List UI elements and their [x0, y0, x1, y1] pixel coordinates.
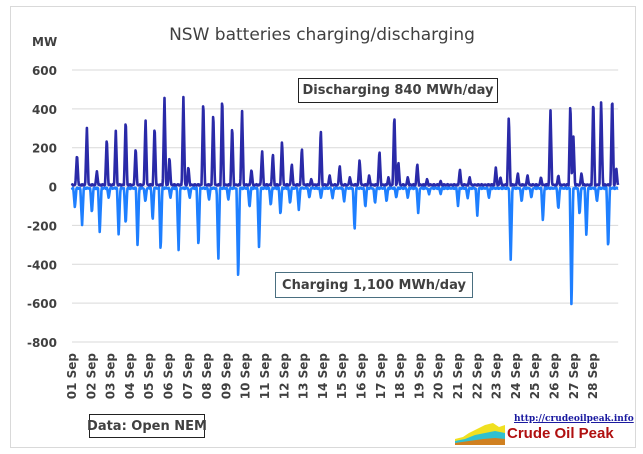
logo-name: Crude Oil Peak — [507, 425, 614, 442]
discharging-series-line — [70, 95, 620, 187]
x-tick-label: 13 Sep — [297, 353, 311, 400]
y-axis-label: MW — [32, 35, 57, 49]
x-tick-label: 20 Sep — [432, 353, 446, 400]
x-tick-label: 24 Sep — [509, 353, 523, 400]
logo-url-link[interactable]: http://crudeoilpeak.info — [514, 414, 634, 424]
x-tick-label: 07 Sep — [181, 353, 195, 400]
y-tick-label: 0 — [49, 181, 57, 195]
x-tick-label: 25 Sep — [528, 353, 542, 400]
y-tick-label: -200 — [27, 219, 57, 233]
x-tick-label: 22 Sep — [470, 353, 484, 400]
x-tick-label: 09 Sep — [219, 353, 233, 400]
discharging-annotation: Discharging 840 MWh/day — [298, 78, 498, 103]
y-tick-label: -400 — [27, 258, 57, 272]
chart-title: NSW batteries charging/discharging — [169, 25, 475, 45]
x-tick-label: 19 Sep — [412, 353, 426, 400]
x-tick-label: 15 Sep — [335, 353, 349, 400]
y-tick-label: -800 — [27, 336, 57, 350]
x-tick-label: 05 Sep — [142, 353, 156, 400]
crude-oil-peak-logo — [455, 423, 505, 445]
charging-annotation: Charging 1,100 MWh/day — [275, 272, 473, 298]
x-tick-label: 26 Sep — [548, 353, 562, 400]
x-tick-label: 21 Sep — [451, 353, 465, 400]
x-tick-label: 14 Sep — [316, 353, 330, 400]
x-tick-label: 28 Sep — [586, 353, 600, 400]
y-tick-label: 600 — [32, 64, 57, 78]
x-tick-label: 10 Sep — [239, 353, 253, 400]
x-tick-label: 08 Sep — [200, 353, 214, 400]
data-source-annotation: Data: Open NEM — [87, 414, 207, 438]
x-tick-label: 18 Sep — [393, 353, 407, 400]
x-tick-label: 27 Sep — [567, 353, 581, 400]
x-tick-label: 16 Sep — [355, 353, 369, 400]
y-tick-label: 200 — [32, 142, 57, 156]
y-tick-label: -600 — [27, 297, 57, 311]
x-tick-label: 06 Sep — [162, 353, 176, 400]
chart-frame — [10, 6, 636, 448]
x-tick-label: 11 Sep — [258, 353, 272, 400]
x-tick-label: 02 Sep — [84, 353, 98, 400]
x-tick-label: 01 Sep — [65, 353, 79, 400]
x-tick-label: 17 Sep — [374, 353, 388, 400]
y-tick-label: 400 — [32, 103, 57, 117]
x-tick-label: 04 Sep — [123, 353, 137, 400]
x-tick-label: 03 Sep — [104, 353, 118, 400]
x-tick-label: 23 Sep — [490, 353, 504, 400]
x-tick-label: 12 Sep — [277, 353, 291, 400]
charging-series-line — [70, 186, 619, 306]
